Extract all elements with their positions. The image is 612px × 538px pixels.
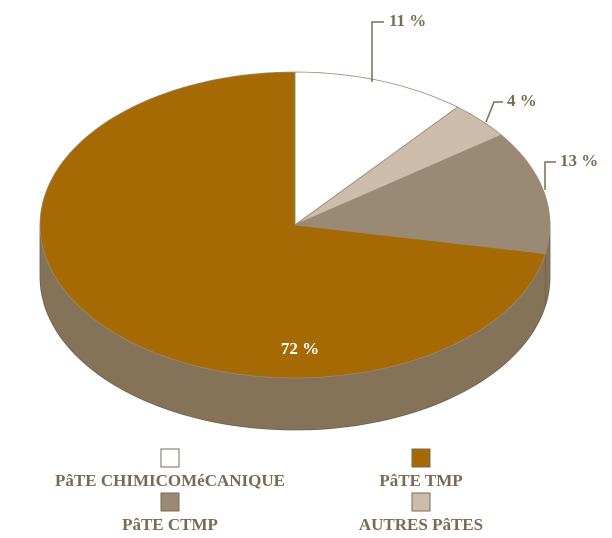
value-label: 13 % (560, 151, 598, 170)
slice (294, 106, 503, 226)
value-label: 4 % (507, 91, 537, 110)
slice (294, 71, 459, 226)
legend-label: PâTE CTMP (122, 515, 218, 534)
legend-label: PâTE TMP (379, 471, 462, 490)
value-label: 72 % (281, 339, 319, 358)
legend-label: AUTRES PâTES (359, 515, 483, 534)
slice (39, 71, 547, 379)
legend-swatch (160, 448, 180, 468)
legend-swatch (411, 448, 431, 468)
leader-line (544, 161, 556, 190)
legend-label: PâTE CHIMICOMéCANIQUE (55, 471, 285, 490)
legend-swatch (411, 492, 431, 512)
leader-line (371, 21, 384, 82)
slice (293, 134, 551, 255)
value-label: 11 % (389, 11, 426, 30)
leader-line (485, 101, 503, 123)
legend-swatch (160, 492, 180, 512)
